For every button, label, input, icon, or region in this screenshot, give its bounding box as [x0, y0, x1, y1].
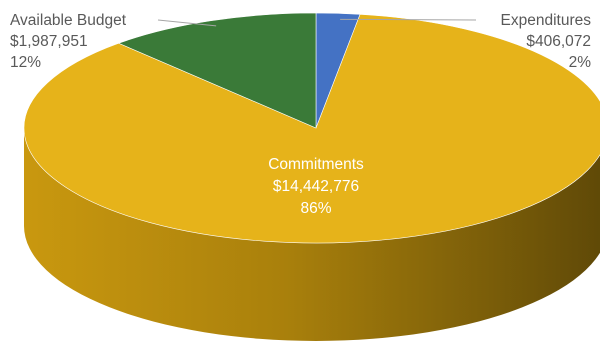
- slice-value-label: $406,072: [526, 33, 591, 50]
- slice-percent-label: 86%: [300, 200, 331, 217]
- slice-commitments-side: [24, 128, 600, 341]
- slice-percent-label: 2%: [569, 54, 592, 71]
- label-available-budget: Available Budget $1,987,951 12%: [10, 12, 127, 71]
- pie-top-layer: [23, 12, 600, 244]
- slice-percent-label: 12%: [10, 54, 41, 71]
- slice-name-label: Expenditures: [501, 12, 592, 29]
- slice-value-label: $1,987,951: [10, 33, 88, 50]
- label-expenditures: Expenditures $406,072 2%: [501, 12, 592, 71]
- slice-name-label: Available Budget: [10, 12, 127, 29]
- pie-side-layer: [24, 128, 600, 341]
- leader-line-available-budget: [157, 19, 217, 27]
- slice-commitments: [23, 14, 600, 244]
- label-commitments: Commitments $14,442,776 86%: [268, 156, 364, 217]
- leader-line-expenditures: [340, 18, 477, 21]
- slice-value-label: $14,442,776: [273, 178, 359, 195]
- slice-name-label: Commitments: [268, 156, 364, 173]
- leader-lines: [157, 18, 477, 27]
- slice-available-budget: [117, 12, 317, 129]
